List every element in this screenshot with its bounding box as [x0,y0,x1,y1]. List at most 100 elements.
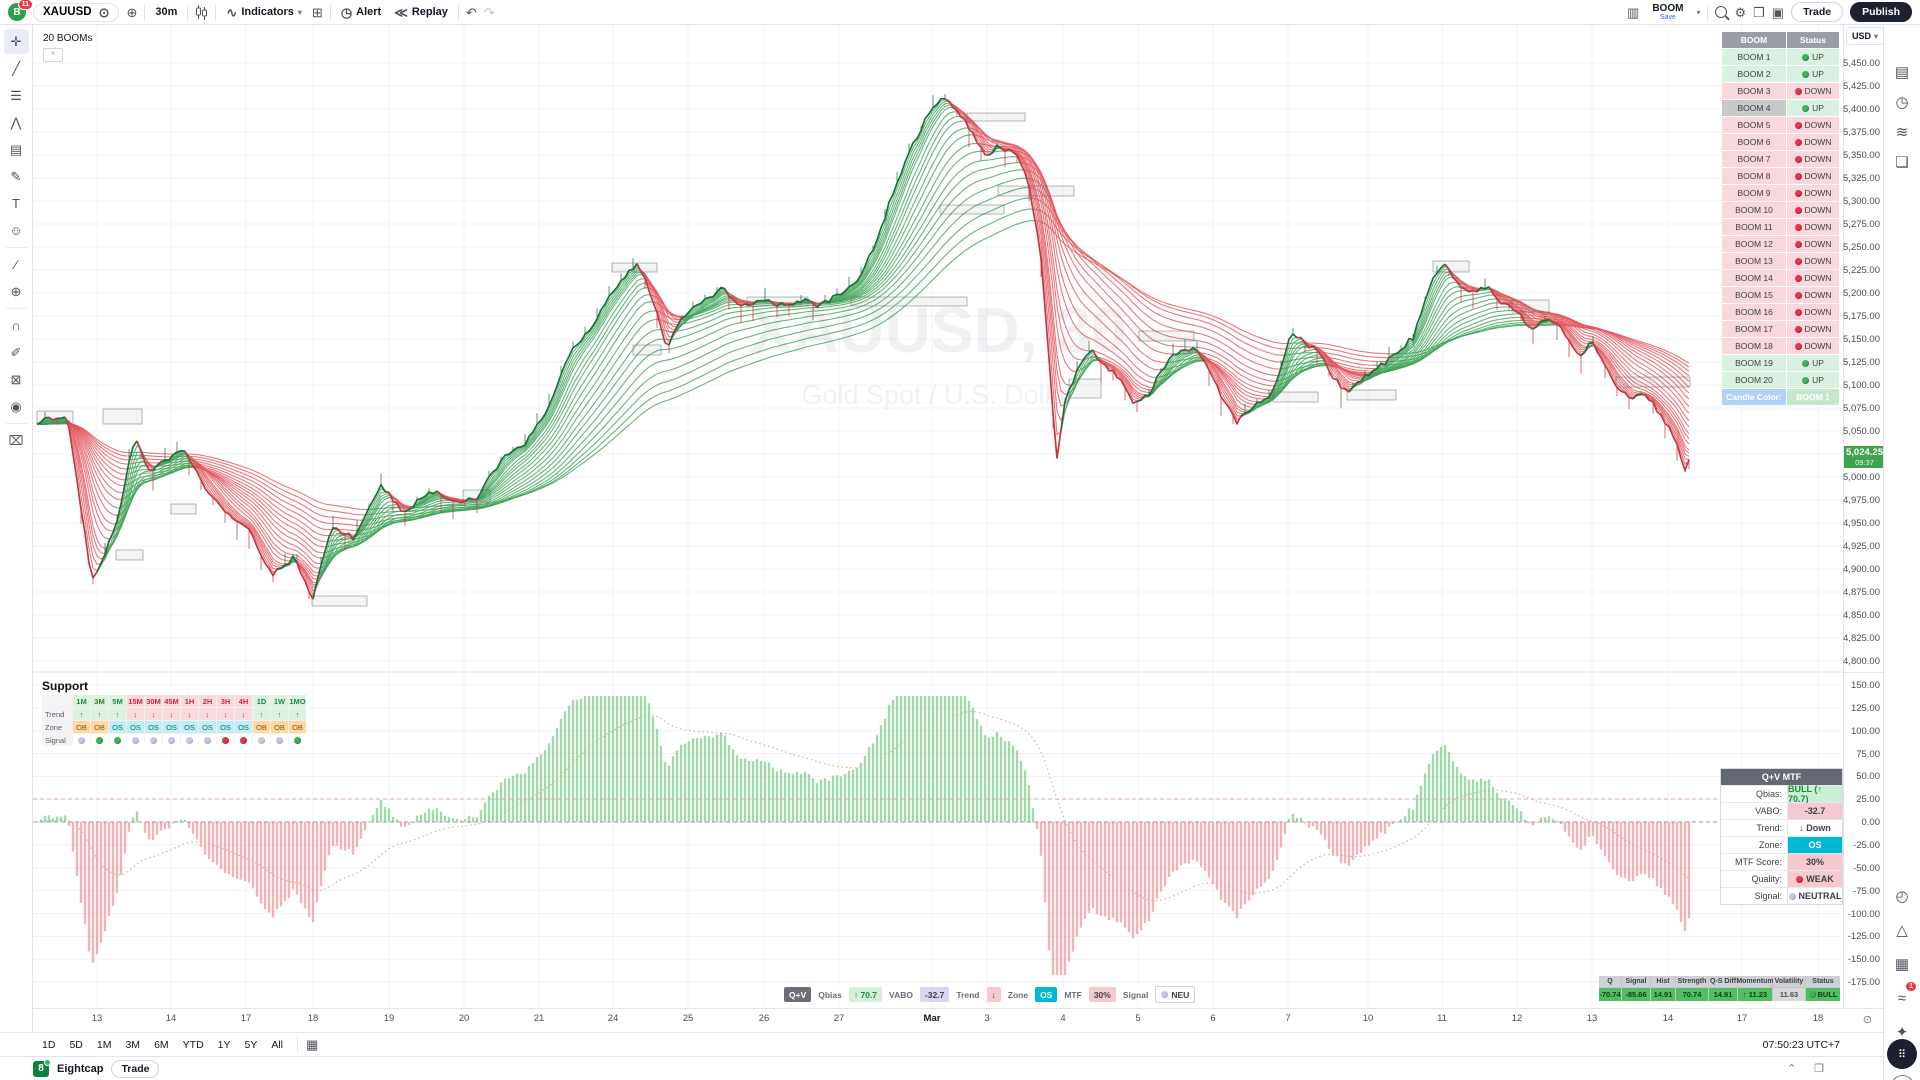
publish-button[interactable]: Publish [1850,2,1912,22]
gauge-icon[interactable]: ◴ [1895,888,1909,905]
qv-row-label: Zone: [1721,837,1787,853]
remove-drawings-tool[interactable]: ⌧ [8,432,24,448]
chevron-down-icon: ▾ [1874,31,1879,41]
alert-button[interactable]: ◷ Alert [338,4,384,21]
boom-row-status: UP [1787,66,1839,82]
range-button-5y[interactable]: 5Y [239,1036,264,1054]
range-button-1d[interactable]: 1D [36,1036,61,1054]
apps-menu-icon[interactable]: ⠿ [1887,1039,1917,1069]
streams-icon[interactable]: ≈1 [1884,982,1920,1011]
timezone-clock-icon[interactable]: ⊙ [1862,1014,1872,1026]
lock-all-tool[interactable]: ⊠ [10,371,22,387]
broker-trade-button[interactable]: Trade [111,1059,160,1078]
candle-style-icon[interactable] [195,4,208,20]
range-button-ytd[interactable]: YTD [177,1036,210,1054]
boom-header: Status [1787,32,1839,48]
layout-save-label: Save [1659,14,1676,21]
range-button-all[interactable]: All [265,1036,289,1054]
indicator-legend-label[interactable]: 20 BOOMs [43,33,93,44]
notifications-icon[interactable]: ✦ [1895,1024,1909,1041]
compare-add-icon[interactable]: ⊕ [126,4,138,20]
drawing-lock-tool[interactable]: ✐ [10,344,22,360]
toolbar-separator [215,4,217,20]
clock[interactable]: 07:50:23 UTC+7 [1762,1038,1840,1051]
trend-down-arrow: ↓ [199,708,216,720]
hide-all-tool[interactable]: ◉ [10,398,22,414]
emoji-tool[interactable]: ☺ [9,223,23,238]
trade-button[interactable]: Trade [1791,2,1844,22]
panel-chevron-up-icon[interactable]: ⌃ [1786,1063,1797,1075]
interval-button[interactable]: 30m [152,4,180,20]
symbol-button[interactable]: XAUUSD ⊙ [33,2,120,22]
magnet-tool[interactable]: ∩ [11,318,21,333]
price-axis-label: 5,175.00 [1843,311,1880,322]
boom-row-status: UP [1787,100,1839,116]
qv-row-value: WEAK [1788,871,1842,887]
qv-row-value: -32.7 [1788,803,1842,819]
range-button-5d[interactable]: 5D [63,1036,88,1054]
calendar-icon[interactable]: ▦ [1894,956,1910,973]
boom-row-status: DOWN [1787,219,1839,235]
chat-icon[interactable]: ❏ [1895,154,1909,171]
replay-button[interactable]: ≪ Replay [391,4,451,21]
quick-search-icon[interactable] [1715,6,1728,18]
time-axis-label: 14 [1662,1013,1674,1024]
crosshair-tool[interactable]: ✛ [3,29,29,54]
alerts-icon[interactable]: ◷ [1895,94,1909,111]
collapse-legend-button[interactable]: ^ [43,48,63,62]
support-row-label: Zone [42,721,72,733]
object-tree-icon[interactable]: △ [1896,922,1908,939]
boom-row-name: BOOM 17 [1722,321,1786,337]
fullscreen-icon[interactable]: ❒ [1753,4,1765,20]
price-axis-label: 5,250.00 [1843,242,1880,253]
indicator-templates-icon[interactable]: ⊞ [311,4,323,20]
broker-logo[interactable]: 8 [33,1058,51,1077]
brush-tool[interactable]: ✎ [10,168,22,184]
range-button-1y[interactable]: 1Y [212,1036,237,1054]
goto-date-icon[interactable]: ▦ [306,1037,319,1052]
fib-retracement-tool[interactable]: ☰ [10,87,22,103]
qv-legend-item: ↑ 70.7 [848,987,883,1002]
sell-dot-icon [240,736,247,744]
indicators-button[interactable]: ∿ Indicators ▾ [223,4,305,21]
support-col-header: 3M [91,695,108,707]
layout-button[interactable]: BOOM Save [1646,2,1689,22]
manage-panes-icon[interactable]: ▥ [1627,4,1640,20]
price-axis-label: 4,975.00 [1843,495,1880,506]
range-button-6m[interactable]: 6M [148,1036,175,1054]
layout-chevron-icon[interactable]: ▾ [1696,7,1701,17]
price-axis[interactable]: USD ▾ 5,450.00 5,425.00 5,400.00 5,375.00 5,… [1843,25,1885,1008]
qv-legend-item: VABO [884,987,918,1002]
down-dot-icon [1794,342,1802,350]
panel-expand-icon[interactable]: ❒ [1814,1063,1824,1075]
signal-table-header: Q [1599,976,1621,987]
pattern-tool[interactable]: ⋀ [10,114,22,130]
settings-gear-icon[interactable]: ⚙ [1734,4,1747,20]
watchlist-icon[interactable]: ▤ [1894,64,1910,81]
trend-up-arrow: ↑ [73,708,90,720]
text-tool[interactable]: T [12,196,20,211]
support-col-header: 30M [145,695,162,707]
qv-row-value: BULL (↑ 70.7) [1788,784,1842,804]
snapshot-camera-icon[interactable]: ▣ [1771,4,1785,20]
watch-eye-icon[interactable]: ⊙ [98,4,110,20]
trend-line-tool[interactable]: ╱ [12,60,20,76]
measure-tool[interactable]: ∕ [14,257,18,272]
account-avatar[interactable]: B 11 [8,0,33,21]
trend-up-arrow: ↑ [109,708,126,720]
currency-selector[interactable]: USD ▾ [1846,27,1884,45]
zoom-in-tool[interactable]: ⊕ [10,283,22,299]
range-button-1m[interactable]: 1M [91,1036,118,1054]
redo-icon[interactable]: ↷ [483,4,495,20]
broker-name[interactable]: Eightcap [57,1062,104,1075]
undo-icon[interactable]: ↶ [465,4,477,20]
help-icon[interactable]: ? [1891,1075,1914,1080]
projection-tool[interactable]: ▤ [9,141,23,157]
time-axis[interactable]: ⊙ 13 14 17 18 19 20 21 24 25 26 27 Mar 3 4 5 6 7 10 11 12 13… [33,1008,1884,1033]
signal-dot-cell [253,734,270,746]
layers-icon[interactable]: ≋ [1895,124,1909,141]
range-button-3m[interactable]: 3M [119,1036,146,1054]
signal-table-value: 14.91 [1709,988,1737,1001]
up-dot-icon [1802,359,1810,367]
